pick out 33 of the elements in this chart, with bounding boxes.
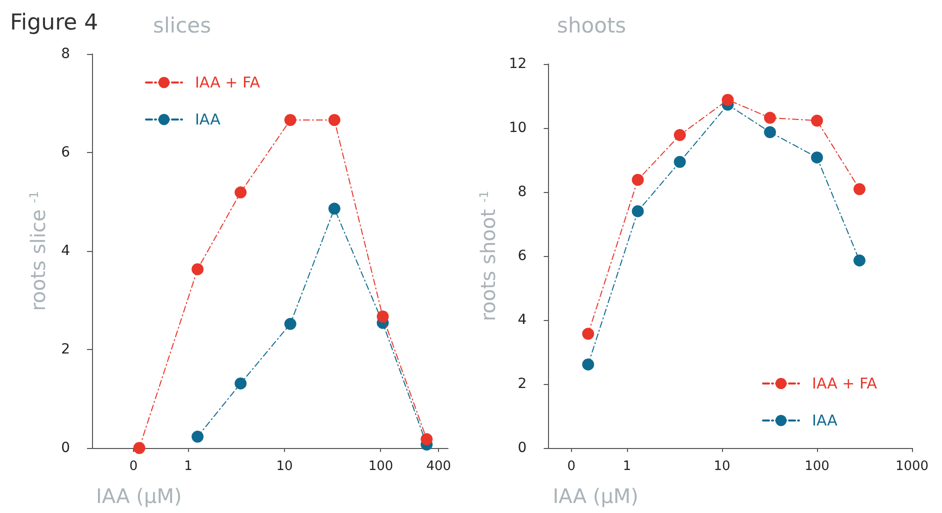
y-axis-title: roots shoot -1: [476, 190, 500, 322]
legend-label: IAA + FA: [812, 374, 878, 392]
y-tick-label: 4: [518, 312, 527, 328]
x-tick-label: 1: [622, 459, 632, 474]
y-tick-label: 10: [508, 120, 527, 136]
chart-title: slices: [153, 14, 212, 38]
legend-label: IAA: [812, 412, 838, 430]
x-tick-label: 1: [184, 459, 192, 474]
x-tick-label: 100: [368, 459, 394, 474]
legend-label: IAA: [195, 110, 222, 128]
x-tick-label: 1000: [895, 459, 929, 474]
x-tick-label: 0: [129, 459, 138, 474]
y-axis-title: roots slice -1: [26, 190, 50, 312]
y-tick-label: 0: [518, 440, 527, 456]
y-tick-label: 6: [61, 144, 70, 160]
y-tick-label: 0: [61, 440, 70, 456]
y-tick-label: 6: [518, 248, 527, 264]
x-tick-label: 100: [804, 459, 830, 474]
y-tick-label: 8: [61, 46, 70, 62]
x-axis-title: IAA (µM): [552, 484, 638, 508]
y-tick-label: 2: [518, 376, 527, 392]
x-tick-label: 400: [426, 459, 452, 474]
x-axis-title: IAA (µM): [96, 484, 182, 508]
x-tick-label: 0: [567, 459, 576, 474]
y-tick-label: 2: [61, 342, 70, 358]
caption: Figure 4: [10, 10, 98, 36]
x-tick-label: 10: [714, 459, 730, 474]
y-tick-label: 12: [508, 56, 527, 72]
chart-title: shoots: [557, 14, 626, 38]
y-tick-label: 4: [61, 243, 70, 259]
x-tick-label: 10: [276, 459, 293, 474]
y-tick-label: 8: [518, 184, 527, 200]
legend-label: IAA + FA: [195, 74, 261, 92]
